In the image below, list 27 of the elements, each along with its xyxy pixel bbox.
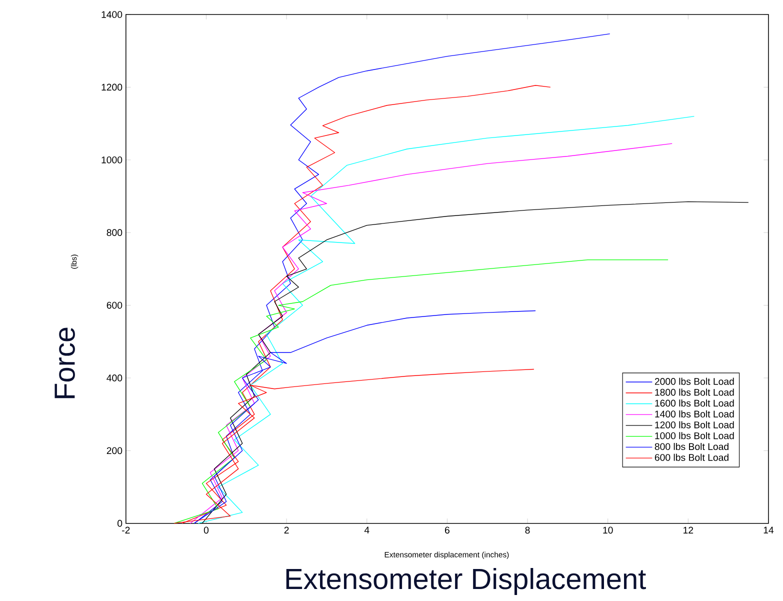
legend-label: 600 lbs Bolt Load (654, 454, 728, 461)
y-tick-label: 1400 (102, 11, 122, 18)
legend-label: 1000 lbs Bolt Load (655, 432, 734, 440)
x-tick-label: 10 (603, 526, 613, 534)
y-tick-label: 400 (106, 374, 122, 382)
legend-label: 1800 lbs Bolt Load (655, 388, 734, 396)
legend-label: 1200 lbs Bolt Load (655, 421, 734, 428)
legend-label: 1400 lbs Bolt Load (655, 410, 734, 418)
y-tick-label: 1200 (102, 84, 122, 91)
x-tick-label: 8 (525, 526, 530, 534)
y-tick-label: 1000 (102, 156, 122, 164)
legend-label: 2000 lbs Bolt Load (654, 378, 734, 385)
y-tick-label: 200 (106, 447, 122, 454)
legend-label: 800 lbs Bolt Load (654, 443, 728, 450)
x-tick-label: -2 (122, 526, 130, 534)
y-tick-label: 0 (118, 520, 122, 527)
y-tick-label: 600 (106, 302, 122, 309)
legend-label: 1600 lbs Bolt Load (655, 400, 734, 407)
y-axis-title: Force (54, 328, 75, 398)
x-tick-label: 4 (364, 526, 370, 534)
x-tick-label: 2 (284, 526, 289, 534)
x-tick-label: 0 (204, 526, 209, 534)
x-tick-label: 12 (684, 526, 694, 534)
y-tick-label: 800 (106, 229, 122, 236)
x-tick-label: 14 (764, 526, 774, 534)
x-axis-title: Extensometer Displacement (286, 568, 646, 596)
x-tick-label: 6 (444, 526, 450, 534)
